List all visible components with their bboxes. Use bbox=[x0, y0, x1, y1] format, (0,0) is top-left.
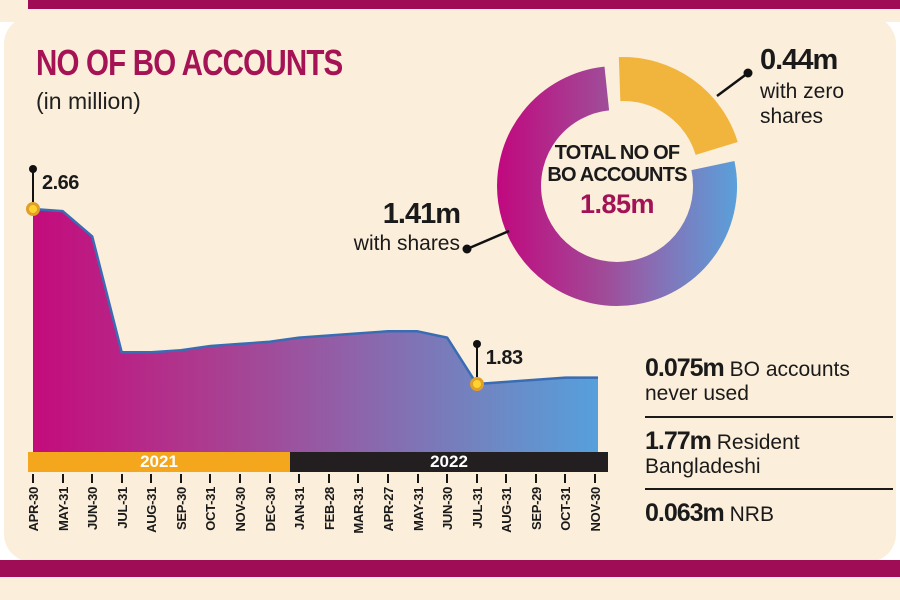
callout-with-shares-label: with shares bbox=[353, 232, 460, 255]
x-axis-tick bbox=[179, 474, 182, 483]
stat-resident-value: 1.77m bbox=[645, 426, 712, 455]
callout-zero-shares-value: 0.44m bbox=[760, 44, 838, 76]
year-band-2022: 2022 bbox=[290, 452, 608, 472]
year-band-2021-label: 2021 bbox=[140, 452, 178, 471]
annotation-stem bbox=[32, 171, 34, 202]
callout-with-shares-value: 1.41m bbox=[382, 198, 461, 230]
area-top-line bbox=[32, 207, 598, 386]
callout-line-with-shares bbox=[466, 229, 510, 251]
x-axis-tick bbox=[268, 474, 271, 483]
stat-never-used-value: 0.075m bbox=[645, 354, 725, 382]
annotation-point bbox=[469, 376, 484, 391]
page-title-text: NO OF BO ACCOUNTS bbox=[36, 42, 343, 83]
callout-zero-shares: 0.44m with zero shares bbox=[760, 44, 890, 129]
x-axis-tick bbox=[594, 474, 597, 483]
stat-resident: 1.77m Resident Bangladeshi bbox=[645, 427, 893, 491]
top-magenta-rule bbox=[28, 0, 900, 9]
x-axis-tick bbox=[91, 474, 94, 483]
callout-dot-with-shares bbox=[462, 244, 472, 254]
callout-line-zero-shares bbox=[716, 71, 749, 98]
x-axis-tick bbox=[475, 474, 478, 483]
annotation-stem bbox=[475, 345, 478, 377]
donut-center-line1: TOTAL NO OF bbox=[554, 142, 680, 164]
x-axis-tick bbox=[534, 474, 537, 483]
bottom-magenta-rule bbox=[0, 560, 900, 577]
x-axis-tick bbox=[416, 474, 419, 483]
stat-never-used-label: BO accounts never used bbox=[645, 358, 850, 405]
bottom-cream-strip bbox=[0, 577, 900, 600]
x-axis-tick bbox=[32, 474, 34, 483]
donut-center-value: 1.85m bbox=[579, 188, 655, 219]
stat-nrb: 0.063m NRB bbox=[645, 499, 893, 537]
x-axis-tick bbox=[446, 474, 449, 483]
x-axis-tick bbox=[327, 474, 330, 483]
x-axis-tick bbox=[150, 474, 153, 483]
donut-center-line2: BO ACCOUNTS bbox=[547, 164, 687, 187]
x-axis-tick bbox=[298, 474, 301, 483]
annotation-value: 1.83 bbox=[485, 346, 523, 369]
donut-center-label: TOTAL NO OF BO ACCOUNTS 1.85m bbox=[532, 142, 702, 219]
page-title: NO OF BO ACCOUNTS bbox=[36, 42, 410, 84]
x-axis-tick bbox=[61, 474, 64, 483]
annotation-value: 2.66 bbox=[42, 172, 79, 194]
callout-dot-zero-shares bbox=[743, 68, 753, 78]
area-fill bbox=[33, 209, 598, 452]
x-axis-tick bbox=[209, 474, 212, 483]
x-axis-tick bbox=[239, 474, 242, 483]
donut-segment-zero-shares bbox=[618, 57, 738, 156]
callout-zero-shares-label: with zero shares bbox=[760, 80, 845, 129]
x-axis-tick bbox=[564, 474, 567, 483]
stat-nrb-label: NRB bbox=[729, 503, 774, 527]
annotation-cap-dot bbox=[472, 339, 481, 348]
donut-segment-with-shares bbox=[497, 66, 737, 306]
page-subtitle: (in million) bbox=[36, 88, 141, 114]
stats-panel: 0.075m BO accounts never used 1.77m Resi… bbox=[645, 354, 893, 546]
stat-never-used: 0.075m BO accounts never used bbox=[645, 354, 893, 418]
year-band-2022-label: 2022 bbox=[430, 452, 468, 471]
x-axis-tick bbox=[120, 474, 123, 483]
callout-with-shares: 1.41m with shares bbox=[320, 198, 461, 256]
x-axis-tick bbox=[386, 474, 389, 483]
annotation-point bbox=[26, 202, 40, 216]
annotation-cap-dot bbox=[29, 165, 37, 173]
x-axis-tick bbox=[357, 474, 360, 483]
stat-resident-label: Resident Bangladeshi bbox=[645, 430, 800, 478]
stat-nrb-value: 0.063m bbox=[645, 499, 725, 528]
year-band-2021: 2021 bbox=[28, 452, 290, 472]
x-axis-tick bbox=[505, 474, 508, 483]
